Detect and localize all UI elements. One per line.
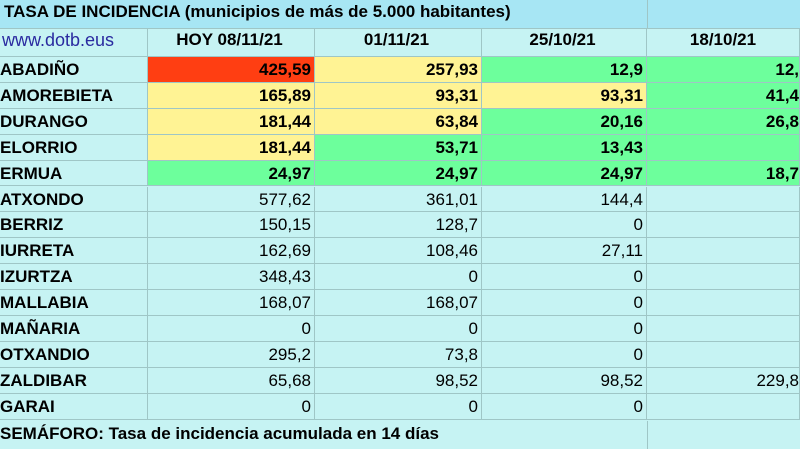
incidence-value[interactable]: 229,8 bbox=[647, 367, 800, 394]
incidence-value[interactable] bbox=[647, 341, 800, 368]
table-row: ELORRIO 181,44 53,71 13,43 bbox=[0, 134, 800, 161]
municipality-name[interactable]: OTXANDIO bbox=[0, 341, 148, 368]
incidence-value[interactable]: 93,31 bbox=[482, 82, 647, 109]
footer-cell bbox=[0, 421, 648, 449]
column-header: HOY 08/11/21 bbox=[148, 29, 315, 57]
incidence-value[interactable] bbox=[647, 393, 800, 420]
incidence-value[interactable]: 295,2 bbox=[148, 341, 315, 368]
incidence-value[interactable]: 0 bbox=[315, 393, 482, 420]
incidence-value[interactable]: 26,8 bbox=[647, 108, 800, 135]
table-row: OTXANDIO 295,2 73,8 0 bbox=[0, 341, 800, 368]
table-row: DURANGO 181,44 63,84 20,16 26,8 bbox=[0, 108, 800, 135]
table-row: IURRETA 162,69 108,46 27,11 bbox=[0, 238, 800, 265]
municipality-name[interactable]: IURRETA bbox=[0, 238, 148, 265]
column-header: 18/10/21 bbox=[647, 29, 800, 57]
municipality-name[interactable]: AMOREBIETA bbox=[0, 82, 148, 109]
table-row: ATXONDO 577,62 361,01 144,4 bbox=[0, 186, 800, 213]
table-row: GARAI 0 0 0 bbox=[0, 393, 800, 420]
footer-row: SEMÁFORO: Tasa de incidencia acumulada e… bbox=[0, 421, 800, 449]
incidence-value[interactable]: 53,71 bbox=[315, 134, 482, 161]
incidence-value[interactable] bbox=[647, 290, 800, 316]
incidence-value[interactable]: 0 bbox=[148, 316, 315, 342]
incidence-value[interactable]: 0 bbox=[315, 316, 482, 342]
municipality-name[interactable]: ABADIÑO bbox=[0, 57, 148, 83]
incidence-value[interactable]: 0 bbox=[148, 393, 315, 420]
municipality-name[interactable]: ELORRIO bbox=[0, 134, 148, 161]
incidence-value[interactable]: 98,52 bbox=[482, 367, 647, 394]
incidence-value[interactable]: 12, bbox=[647, 57, 800, 83]
incidence-value[interactable]: 0 bbox=[315, 264, 482, 291]
incidence-value[interactable] bbox=[647, 212, 800, 239]
incidence-value[interactable]: 98,52 bbox=[315, 367, 482, 394]
municipality-name[interactable]: MAÑARIA bbox=[0, 316, 148, 342]
incidence-value[interactable]: 144,4 bbox=[482, 186, 647, 213]
table-row: AMOREBIETA 165,89 93,31 93,31 41,4 bbox=[0, 82, 800, 109]
incidence-value[interactable]: 41,4 bbox=[647, 82, 800, 109]
incidence-value[interactable]: 168,07 bbox=[315, 290, 482, 316]
table-row: ERMUA 24,97 24,97 24,97 18,7 bbox=[0, 160, 800, 187]
incidence-value[interactable]: 73,8 bbox=[315, 341, 482, 368]
incidence-value[interactable] bbox=[647, 186, 800, 213]
incidence-value[interactable]: 165,89 bbox=[148, 82, 315, 109]
title-cell bbox=[0, 0, 648, 28]
incidence-value[interactable]: 13,43 bbox=[482, 134, 647, 161]
title-cell-end bbox=[647, 0, 800, 28]
incidence-value[interactable]: 0 bbox=[482, 316, 647, 342]
incidence-value[interactable]: 181,44 bbox=[148, 134, 315, 161]
incidence-value[interactable] bbox=[647, 316, 800, 342]
municipality-name[interactable]: BERRIZ bbox=[0, 212, 148, 239]
incidence-value[interactable]: 0 bbox=[482, 393, 647, 420]
footer-note: SEMÁFORO: Tasa de incidencia acumulada e… bbox=[0, 424, 439, 443]
incidence-value[interactable]: 128,7 bbox=[315, 212, 482, 239]
municipality-name[interactable]: DURANGO bbox=[0, 108, 148, 135]
column-header: 25/10/21 bbox=[482, 29, 647, 57]
title-row: TASA DE INCIDENCIA (municipios de más de… bbox=[0, 0, 800, 29]
incidence-value[interactable]: 65,68 bbox=[148, 367, 315, 394]
incidence-value[interactable]: 361,01 bbox=[315, 186, 482, 213]
incidence-value[interactable]: 348,43 bbox=[148, 264, 315, 291]
sheet-title: TASA DE INCIDENCIA (municipios de más de… bbox=[4, 2, 511, 21]
column-header: 01/11/21 bbox=[315, 29, 482, 57]
incidence-value[interactable]: 20,16 bbox=[482, 108, 647, 135]
website-cell[interactable]: www.dotb.eus bbox=[0, 29, 148, 57]
municipality-name[interactable]: ERMUA bbox=[0, 160, 148, 187]
incidence-value[interactable]: 425,59 bbox=[148, 57, 315, 83]
incidence-value[interactable]: 63,84 bbox=[315, 108, 482, 135]
table-row: ABADIÑO 425,59 257,93 12,9 12, bbox=[0, 57, 800, 83]
incidence-value[interactable]: 93,31 bbox=[315, 82, 482, 109]
incidence-value[interactable]: 181,44 bbox=[148, 108, 315, 135]
incidence-value[interactable]: 24,97 bbox=[482, 160, 647, 187]
incidence-value[interactable]: 577,62 bbox=[148, 186, 315, 213]
incidence-value[interactable]: 108,46 bbox=[315, 238, 482, 265]
table-row: MAÑARIA 0 0 0 bbox=[0, 316, 800, 342]
incidence-value[interactable]: 150,15 bbox=[148, 212, 315, 239]
municipality-name[interactable]: ZALDIBAR bbox=[0, 367, 148, 394]
municipality-name[interactable]: MALLABIA bbox=[0, 290, 148, 316]
incidence-value[interactable]: 27,11 bbox=[482, 238, 647, 265]
incidence-value[interactable]: 0 bbox=[482, 290, 647, 316]
incidence-value[interactable]: 168,07 bbox=[148, 290, 315, 316]
municipality-name[interactable]: ATXONDO bbox=[0, 186, 148, 213]
incidence-value[interactable]: 24,97 bbox=[148, 160, 315, 187]
header-row: www.dotb.eus HOY 08/11/21 01/11/21 25/10… bbox=[0, 29, 800, 57]
table-row: BERRIZ 150,15 128,7 0 bbox=[0, 212, 800, 239]
incidence-value[interactable]: 18,7 bbox=[647, 160, 800, 187]
incidence-value[interactable]: 162,69 bbox=[148, 238, 315, 265]
incidence-value[interactable] bbox=[647, 264, 800, 291]
incidence-value[interactable]: 12,9 bbox=[482, 57, 647, 83]
incidence-value[interactable] bbox=[647, 238, 800, 265]
incidence-value[interactable]: 0 bbox=[482, 264, 647, 291]
incidence-value[interactable]: 0 bbox=[482, 341, 647, 368]
incidence-value[interactable]: 257,93 bbox=[315, 57, 482, 83]
municipality-name[interactable]: IZURTZA bbox=[0, 264, 148, 291]
footer-cell-end bbox=[647, 421, 800, 449]
table-row: IZURTZA 348,43 0 0 bbox=[0, 264, 800, 291]
incidence-value[interactable]: 24,97 bbox=[315, 160, 482, 187]
incidence-value[interactable]: 0 bbox=[482, 212, 647, 239]
table-row: ZALDIBAR 65,68 98,52 98,52 229,8 bbox=[0, 367, 800, 394]
municipality-name[interactable]: GARAI bbox=[0, 393, 148, 420]
table-row: MALLABIA 168,07 168,07 0 bbox=[0, 290, 800, 316]
incidence-value[interactable] bbox=[647, 134, 800, 161]
